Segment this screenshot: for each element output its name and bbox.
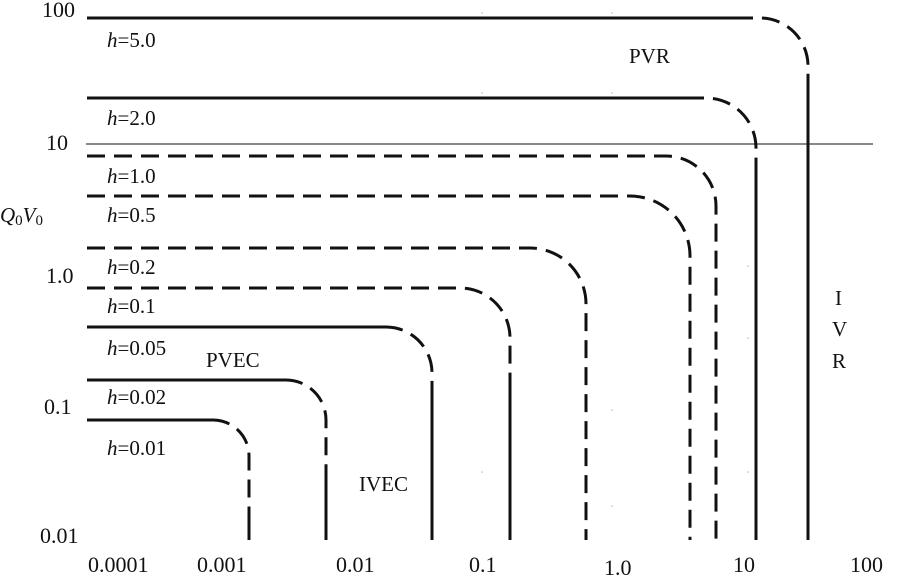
y-label-q-sub: 0 [15, 213, 23, 229]
curve-dashed-corner [212, 418, 251, 510]
region-label-pvr: PVR [629, 44, 670, 68]
x-axis: 0.0001 0.001 0.01 0.1 1.0 10 100 [88, 552, 883, 576]
x-tick-0.01: 0.01 [336, 552, 375, 576]
curve-label-5.0: h=5.0 [107, 28, 156, 52]
curve-h-0.05 [87, 325, 434, 540]
curve-label-0.05: h=0.05 [107, 336, 166, 360]
region-label-pvec: PVEC [206, 348, 260, 372]
curve-label-1.0: h=1.0 [107, 164, 156, 188]
curve-dashed-corner [735, 16, 810, 88]
curve-label-0.1: h=0.1 [107, 294, 156, 318]
x-tick-10: 10 [733, 552, 755, 576]
y-axis: 100 10 1.0 0.1 0.01 Q0V0 [0, 0, 79, 548]
x-tick-100: 100 [850, 552, 883, 576]
y-tick-0.1: 0.1 [44, 394, 72, 419]
region-label-ivec: IVEC [359, 472, 408, 496]
curve-h-1.0 [87, 154, 718, 540]
y-axis-label: Q0V0 [0, 203, 43, 229]
curve-h-5.0 [87, 16, 810, 540]
curve-label-0.2: h=0.2 [107, 255, 156, 279]
curve-label-0.02: h=0.02 [107, 385, 166, 409]
y-tick-1: 1.0 [46, 263, 74, 288]
x-tick-0.1: 0.1 [469, 552, 497, 576]
curve-label-2.0: h=2.0 [107, 106, 156, 130]
y-tick-10: 10 [46, 130, 68, 155]
curve-h-2.0 [87, 96, 758, 540]
curve-label-0.01: h=0.01 [107, 436, 166, 460]
curve-dashed-segment [87, 286, 512, 390]
curve-h-0.02 [87, 378, 328, 540]
curve-label-0.5: h=0.5 [107, 203, 156, 227]
x-tick-0.001: 0.001 [197, 552, 247, 576]
region-label-ivr-v: V [832, 317, 847, 341]
curve-h-0.2 [87, 246, 588, 540]
region-labels: PVR PVEC IVEC I V R [206, 44, 847, 496]
y-tick-100: 100 [42, 0, 75, 22]
background-dots [481, 12, 749, 507]
x-tick-1.0: 1.0 [604, 555, 632, 576]
curve-dashed-corner [285, 378, 328, 470]
curve-dashed-corner [686, 96, 758, 168]
y-label-v: V [23, 203, 38, 227]
y-label-v-sub: 0 [36, 213, 44, 229]
region-label-ivr-r: R [832, 349, 846, 373]
curve-labels: h=5.0 h=2.0 h=1.0 h=0.5 h=0.2 h=0.1 h=0.… [107, 28, 166, 460]
y-label-q: Q [0, 203, 15, 227]
curve-dashed-corner [385, 325, 434, 392]
y-tick-0.01: 0.01 [40, 523, 79, 548]
curve-h-0.5 [87, 194, 692, 540]
region-label-ivr-i: I [835, 286, 842, 310]
h-curves [87, 16, 810, 540]
curve-h-0.1 [87, 286, 512, 540]
x-tick-0.0001: 0.0001 [88, 552, 149, 576]
curve-h-0.01 [87, 418, 251, 540]
